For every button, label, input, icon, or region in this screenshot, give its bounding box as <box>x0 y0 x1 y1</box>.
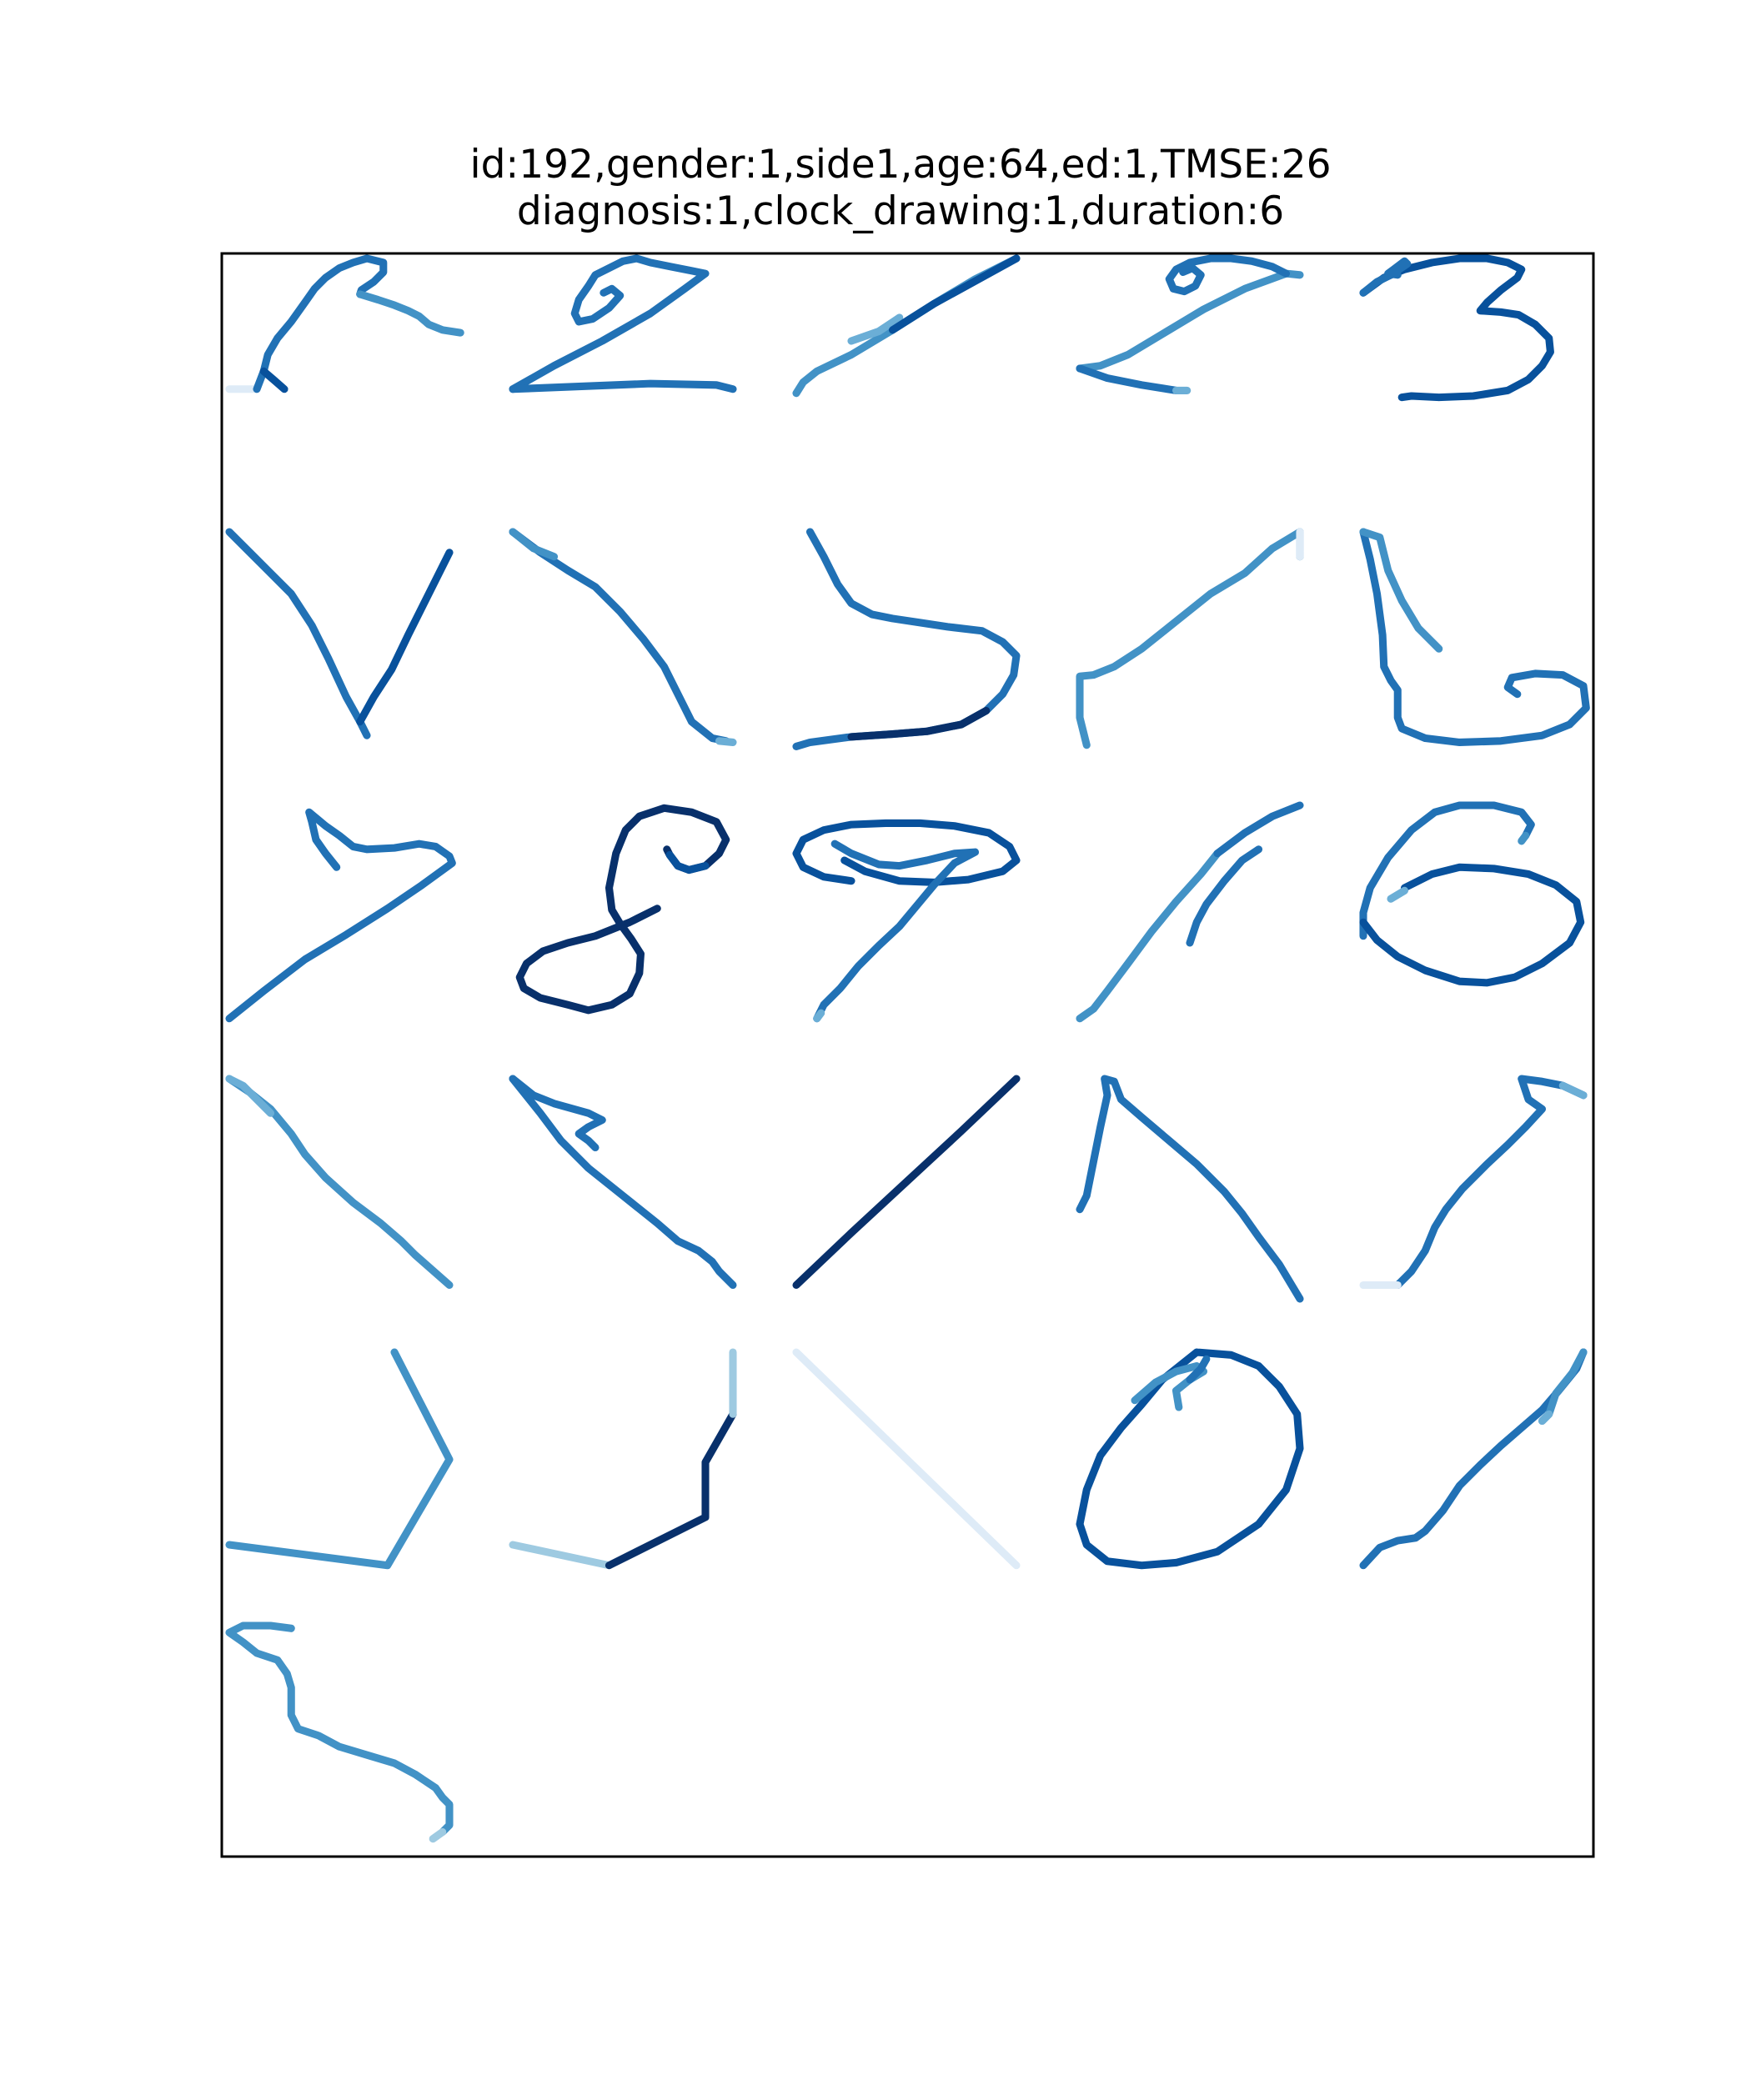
digit-panel-5 <box>1359 254 1554 402</box>
digit-panel-12 <box>515 804 730 1015</box>
digit-panel-16 <box>225 1075 454 1290</box>
digit-panel-3 <box>792 254 1021 398</box>
digit-panel-14 <box>1076 801 1304 1023</box>
digit-panel-26 <box>225 1621 454 1843</box>
pen-stroke <box>1165 254 1291 296</box>
digit-panel-7 <box>509 528 737 746</box>
pen-stroke <box>509 254 710 393</box>
pen-stroke <box>1359 1348 1588 1570</box>
pen-stroke <box>259 367 288 393</box>
pen-stroke <box>509 1541 614 1570</box>
pen-stroke <box>1538 1410 1553 1426</box>
pen-stroke <box>1359 528 1590 746</box>
pen-stroke <box>225 1075 275 1117</box>
pen-stroke <box>253 254 388 393</box>
pen-stroke <box>1387 886 1409 903</box>
digit-panel-11 <box>225 808 456 1023</box>
digit-panel-18 <box>792 1075 1021 1290</box>
pen-stroke <box>509 528 730 745</box>
digit-panel-9 <box>1076 528 1304 749</box>
pen-stroke <box>792 1348 1021 1570</box>
pen-stroke <box>1359 528 1443 653</box>
pen-stroke <box>847 706 991 741</box>
stroke-panels <box>225 254 1590 1843</box>
pen-stroke <box>515 804 730 1015</box>
pen-stroke <box>429 1827 447 1843</box>
figure-title: id:192,gender:1,side1,age:64,ed:1,TMSE:2… <box>0 142 1751 235</box>
digit-panel-4 <box>1076 254 1304 394</box>
digit-panel-19 <box>1076 1075 1304 1303</box>
digit-panel-23 <box>792 1348 1021 1570</box>
pen-stroke <box>1359 257 1412 297</box>
digit-panel-2 <box>509 254 737 393</box>
pen-stroke <box>1076 528 1304 749</box>
digit-panel-21 <box>225 1348 454 1570</box>
pen-stroke <box>356 290 464 337</box>
pen-stroke <box>225 528 371 739</box>
pen-stroke <box>509 1075 606 1152</box>
pen-stroke <box>1558 1081 1588 1100</box>
pen-stroke <box>1076 1075 1304 1303</box>
pen-stroke <box>1359 254 1554 402</box>
pen-stroke <box>665 850 710 875</box>
pen-stroke <box>1393 1075 1588 1290</box>
pen-stroke <box>1076 850 1222 1023</box>
pen-stroke <box>847 313 904 345</box>
title-line-1: id:192,gender:1,side1,age:64,ed:1,TMSE:2… <box>469 142 1332 188</box>
pen-stroke <box>792 1075 1021 1290</box>
digit-panel-13 <box>792 819 1021 1023</box>
digit-panel-25 <box>1359 1348 1588 1570</box>
pen-stroke <box>225 1348 454 1570</box>
pen-stroke <box>1076 364 1181 394</box>
pen-stroke <box>792 819 1021 886</box>
title-line-2: diagnosis:1,clock_drawing:1,duration:6 <box>516 188 1285 234</box>
pen-stroke <box>1186 845 1263 947</box>
plot-frame <box>220 252 1595 1858</box>
pen-stroke <box>509 528 559 561</box>
pen-stroke <box>509 1075 737 1290</box>
pen-stroke <box>1186 1355 1211 1384</box>
pen-stroke <box>715 737 737 746</box>
pen-stroke <box>225 1621 454 1837</box>
digit-panel-22 <box>509 1348 737 1570</box>
digit-panel-10 <box>1359 528 1590 746</box>
pen-stroke <box>1213 801 1304 858</box>
pen-stroke <box>1359 863 1585 987</box>
pen-stroke <box>356 549 454 726</box>
pen-stroke <box>509 379 737 393</box>
pen-stroke <box>605 1410 737 1570</box>
digit-panel-20 <box>1359 1075 1588 1290</box>
digit-panel-1 <box>225 254 464 393</box>
pen-stroke <box>813 1009 825 1023</box>
pen-stroke <box>888 254 1021 334</box>
digit-panel-8 <box>792 528 1021 750</box>
digit-panel-6 <box>225 528 454 739</box>
pen-stroke <box>225 808 456 1023</box>
digit-panel-24 <box>1076 1348 1304 1570</box>
digit-panel-17 <box>509 1075 737 1290</box>
pen-stroke <box>1076 269 1304 373</box>
pen-stroke <box>1518 831 1530 845</box>
pen-stroke <box>1076 1348 1304 1570</box>
pen-stroke <box>1359 801 1535 940</box>
digit-panel-15 <box>1359 801 1585 987</box>
pen-stroke <box>813 839 980 1023</box>
